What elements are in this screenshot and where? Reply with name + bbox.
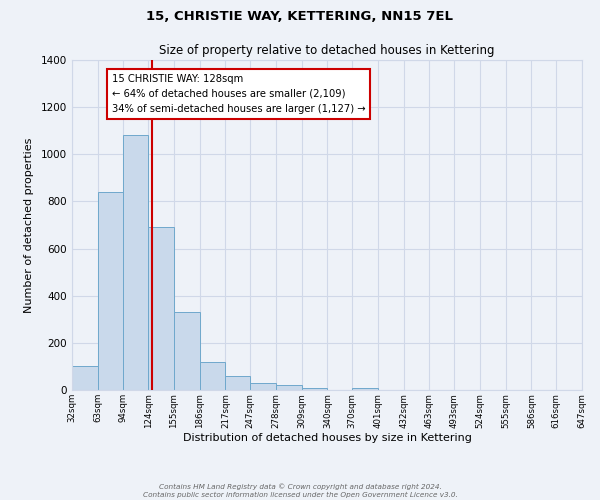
Bar (226, 376, 250, 390)
Bar (98, 192, 124, 390)
Bar (250, 383, 276, 390)
X-axis label: Distribution of detached houses by size in Kettering: Distribution of detached houses by size … (182, 433, 472, 443)
Text: 15 CHRISTIE WAY: 128sqm
← 64% of detached houses are smaller (2,109)
34% of semi: 15 CHRISTIE WAY: 128sqm ← 64% of detache… (112, 74, 365, 114)
Bar (276, 386, 302, 390)
Bar (200, 362, 226, 390)
Bar (352, 388, 378, 390)
Bar (174, 312, 200, 390)
Text: Contains HM Land Registry data © Crown copyright and database right 2024.
Contai: Contains HM Land Registry data © Crown c… (143, 484, 457, 498)
Bar (124, 136, 148, 390)
Y-axis label: Number of detached properties: Number of detached properties (24, 138, 34, 312)
Bar (302, 388, 328, 390)
Text: 15, CHRISTIE WAY, KETTERING, NN15 7EL: 15, CHRISTIE WAY, KETTERING, NN15 7EL (146, 10, 454, 23)
Bar (72, 366, 98, 390)
Title: Size of property relative to detached houses in Kettering: Size of property relative to detached ho… (159, 44, 495, 58)
Bar (148, 228, 174, 390)
